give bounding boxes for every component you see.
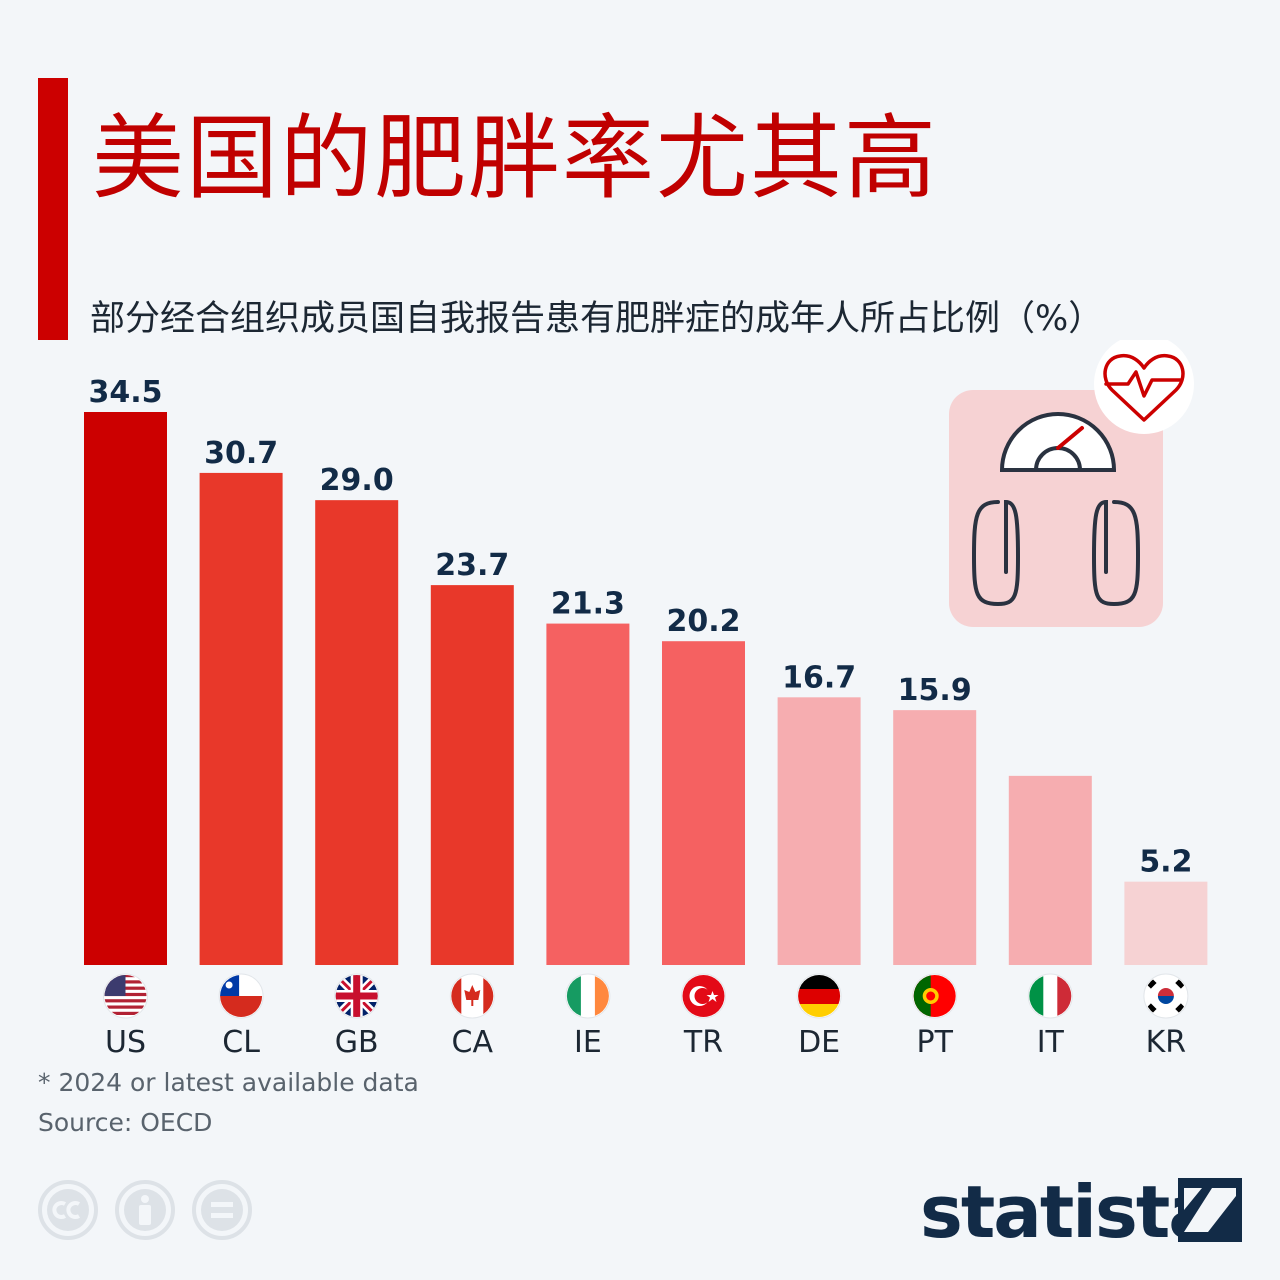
heart-pulse-icon — [1103, 353, 1185, 422]
value-label-gb: 29.0 — [320, 463, 394, 498]
flag-gb-icon — [334, 973, 380, 1019]
bar-ie — [546, 623, 630, 965]
no-derivatives-icon[interactable] — [192, 1180, 252, 1240]
bathroom-scale-icon — [971, 412, 1141, 607]
flag-pt-icon — [912, 973, 958, 1019]
bar-gb — [315, 500, 399, 965]
bar-it — [1008, 775, 1092, 965]
category-label-cl: CL — [222, 1025, 260, 1060]
bar-cl — [199, 472, 283, 965]
flag-ie-icon — [565, 973, 611, 1019]
value-label-tr: 20.2 — [666, 604, 740, 639]
bar-chart: 34.5 30.7 29.0 23.7 21.3 20.2 16.7 15.9 5.2 US CL… — [84, 375, 1208, 1060]
category-label-ie: IE — [574, 1025, 602, 1060]
category-label-tr: TR — [683, 1025, 723, 1060]
flags-group: US CL GB CA IE TR DE PT IT KR — [103, 973, 1189, 1060]
title-accent-bar — [38, 78, 68, 340]
flag-tr-icon — [681, 973, 726, 1019]
footnote: * 2024 or latest available data — [38, 1068, 419, 1097]
category-label-kr: KR — [1146, 1025, 1187, 1060]
bars-group: 34.5 30.7 29.0 23.7 21.3 20.2 16.7 15.9 5.2 — [84, 375, 1208, 965]
bar-ca — [430, 585, 514, 965]
flag-de-icon — [796, 973, 842, 1019]
attribution-icon[interactable] — [115, 1180, 175, 1240]
bar-us — [84, 412, 167, 965]
category-label-de: DE — [798, 1025, 840, 1060]
value-label-us: 34.5 — [88, 375, 162, 410]
bar-de — [777, 697, 861, 965]
flag-cl-icon — [218, 973, 264, 1019]
value-label-de: 16.7 — [782, 660, 856, 695]
value-label-cl: 30.7 — [204, 436, 278, 471]
category-label-pt: PT — [916, 1025, 953, 1060]
category-label-it: IT — [1037, 1025, 1065, 1060]
value-label-pt: 15.9 — [898, 673, 972, 708]
heart-badge — [1094, 340, 1194, 434]
value-label-ie: 21.3 — [551, 587, 625, 622]
category-label-gb: GB — [335, 1025, 379, 1060]
flag-us-icon — [103, 973, 148, 1019]
scale-illustration — [949, 340, 1194, 627]
category-label-ca: CA — [452, 1025, 494, 1060]
value-label-kr: 5.2 — [1139, 845, 1192, 880]
statista-logo-text[interactable]: statista — [920, 1170, 1217, 1254]
bar-pt — [893, 710, 977, 965]
page-title: 美国的肥胖率尤其高 — [92, 105, 939, 212]
cc-icon[interactable] — [38, 1180, 98, 1240]
bar-kr — [1124, 881, 1208, 965]
flag-kr-icon — [1143, 973, 1189, 1019]
source-note: Source: OECD — [38, 1108, 213, 1137]
chart-subtitle: 部分经合组织成员国自我报告患有肥胖症的成年人所占比例（%） — [90, 299, 1104, 339]
flag-ca-icon — [449, 973, 495, 1019]
category-label-us: US — [105, 1025, 146, 1060]
statista-logo-mark[interactable] — [1178, 1178, 1242, 1242]
value-label-ca: 23.7 — [435, 548, 509, 583]
flag-it-icon — [1027, 973, 1073, 1019]
bar-tr — [662, 641, 745, 965]
license-icons — [38, 1180, 252, 1240]
